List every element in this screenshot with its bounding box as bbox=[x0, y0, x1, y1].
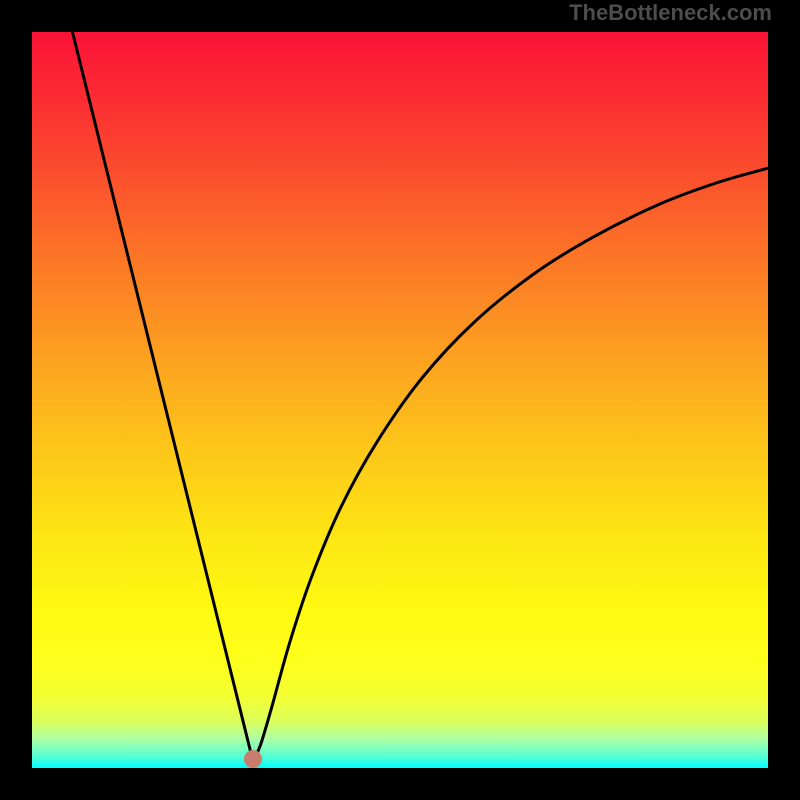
plot-area bbox=[32, 32, 768, 768]
watermark-text: TheBottleneck.com bbox=[569, 0, 772, 26]
curve-svg bbox=[32, 32, 768, 768]
bottleneck-marker bbox=[244, 750, 262, 768]
bottleneck-curve bbox=[72, 32, 768, 761]
chart-frame: TheBottleneck.com bbox=[0, 0, 800, 800]
